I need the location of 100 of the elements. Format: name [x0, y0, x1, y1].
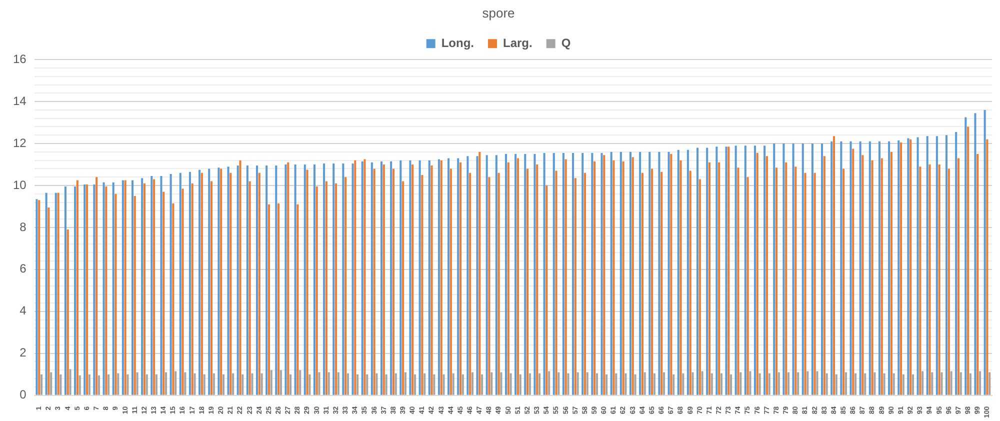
- bar: [143, 183, 146, 395]
- bar: [268, 204, 270, 395]
- y-tick-label: 8: [20, 220, 27, 234]
- bar: [957, 158, 960, 395]
- bar: [844, 372, 847, 395]
- bar: [984, 110, 986, 395]
- bar: [481, 374, 484, 395]
- bar: [160, 176, 162, 395]
- bar: [888, 141, 890, 395]
- bar: [212, 373, 215, 395]
- bar: [364, 159, 366, 395]
- bar: [720, 373, 722, 395]
- bar: [718, 162, 720, 395]
- bar: [188, 172, 191, 395]
- bar: [686, 150, 689, 395]
- bar: [69, 369, 72, 395]
- bar: [979, 371, 982, 395]
- bar: [344, 177, 347, 395]
- bar: [60, 374, 62, 395]
- bar: [200, 172, 203, 395]
- bar: [124, 180, 126, 395]
- bar: [469, 172, 472, 395]
- bar: [78, 375, 81, 395]
- bar: [155, 374, 158, 395]
- bar: [48, 208, 50, 395]
- bar: [528, 373, 531, 395]
- bar: [174, 371, 177, 395]
- bar: [582, 152, 584, 395]
- bar: [105, 186, 108, 395]
- bar: [370, 162, 373, 395]
- bar: [620, 152, 622, 395]
- bar: [586, 372, 588, 395]
- bar: [804, 172, 806, 395]
- bar: [938, 164, 940, 395]
- bar: [708, 162, 711, 395]
- bar: [366, 374, 368, 395]
- bar: [299, 370, 302, 395]
- bar: [356, 374, 359, 395]
- bar: [615, 373, 618, 395]
- bar: [931, 372, 934, 395]
- bar: [677, 150, 680, 395]
- bar: [548, 371, 550, 395]
- y-tick-label: 10: [12, 178, 27, 192]
- bar: [172, 203, 174, 395]
- bar: [969, 373, 972, 395]
- bar: [141, 178, 144, 395]
- bar: [433, 374, 436, 395]
- bar: [680, 160, 682, 395]
- bar: [134, 196, 136, 395]
- bar: [332, 163, 335, 395]
- bar: [208, 168, 210, 395]
- bar: [270, 370, 272, 395]
- bar: [658, 152, 660, 395]
- bar: [354, 160, 356, 395]
- bar: [744, 146, 746, 395]
- bar: [179, 172, 182, 395]
- bar: [878, 141, 880, 395]
- bar: [764, 146, 766, 395]
- bar: [488, 177, 490, 395]
- bar: [536, 164, 538, 395]
- bar: [564, 159, 567, 395]
- bar: [610, 152, 612, 395]
- bar: [967, 126, 970, 395]
- bar: [275, 166, 278, 395]
- bar: [258, 172, 260, 395]
- legend-label: Larg.: [502, 36, 532, 50]
- bar: [802, 144, 804, 395]
- bar: [45, 192, 48, 395]
- bar: [662, 372, 666, 395]
- bar: [510, 373, 512, 395]
- bar: [632, 157, 634, 395]
- bar: [543, 152, 546, 395]
- bar: [392, 168, 394, 395]
- bar: [538, 373, 541, 395]
- bar: [907, 138, 910, 395]
- bar: [296, 204, 299, 395]
- bar: [546, 185, 548, 395]
- bar: [54, 192, 57, 395]
- bar: [203, 374, 206, 395]
- y-tick-label: 0: [20, 388, 27, 402]
- bar: [316, 186, 318, 395]
- bar: [706, 148, 708, 395]
- bar: [558, 372, 560, 395]
- bar: [852, 148, 854, 395]
- bar: [507, 162, 510, 395]
- bar: [278, 203, 280, 395]
- bar: [960, 372, 962, 395]
- bar: [516, 158, 519, 395]
- bar: [756, 152, 758, 395]
- bar: [534, 154, 536, 395]
- bar: [806, 371, 809, 395]
- bar: [495, 155, 498, 395]
- bar: [612, 160, 615, 395]
- bar: [390, 161, 392, 395]
- bar: [126, 374, 129, 395]
- bar: [572, 152, 574, 395]
- bar: [648, 152, 651, 395]
- bar: [862, 155, 864, 395]
- bar: [814, 172, 816, 395]
- bar: [644, 372, 646, 395]
